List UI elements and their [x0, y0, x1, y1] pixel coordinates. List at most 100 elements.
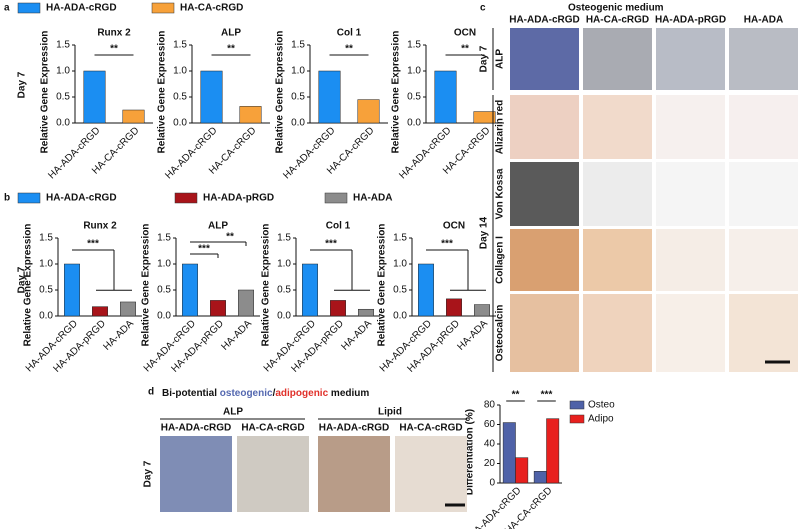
- significance-label: ***: [441, 239, 453, 250]
- stain-label: ALP: [495, 49, 506, 69]
- panel-title: Osteogenic medium: [568, 3, 664, 14]
- legend-label: HA-ADA-pRGD: [203, 193, 274, 204]
- column-header: HA-ADA-cRGD: [509, 15, 580, 26]
- bar: [122, 109, 145, 124]
- y-tick-label: 0.5: [407, 92, 421, 103]
- legend-swatch: [324, 192, 348, 204]
- column-header: HA-CA-cRGD: [241, 423, 304, 434]
- y-axis-label: Differentiation (%): [465, 409, 476, 495]
- column-header: HA-CA-cRGD: [586, 15, 649, 26]
- bar: [182, 263, 198, 317]
- y-tick-label: 40: [484, 439, 496, 450]
- y-tick-label: 0.5: [39, 285, 53, 296]
- legend-label: HA-ADA-cRGD: [46, 193, 117, 204]
- micrograph: [510, 162, 579, 226]
- significance-label: **: [227, 44, 235, 55]
- significance-label: **: [226, 232, 234, 243]
- legend-swatch: [569, 400, 585, 410]
- x-tick-label: HA-ADA: [101, 318, 136, 353]
- y-axis-label: Relative Gene Expression: [40, 31, 51, 154]
- row-label: Day 7: [17, 71, 28, 98]
- panel-letter: d: [148, 387, 154, 398]
- y-tick-label: 0.0: [277, 311, 291, 322]
- panel-letter: b: [4, 193, 10, 204]
- y-tick-label: 20: [484, 458, 496, 469]
- bar: [418, 263, 434, 317]
- bar: [474, 304, 490, 317]
- x-tick-label: HA-ADA-pRGD: [51, 318, 108, 375]
- micrograph: [237, 436, 309, 512]
- y-tick-label: 0.0: [56, 118, 70, 129]
- bar: [120, 301, 136, 317]
- micrograph: [395, 436, 467, 512]
- bar: [473, 111, 496, 124]
- title-part: Bi-potential: [162, 388, 220, 399]
- bar: [302, 263, 318, 317]
- title-part: medium: [328, 388, 369, 399]
- y-tick-label: 0.5: [157, 285, 171, 296]
- panel-letter: c: [480, 3, 486, 14]
- chart-title: Col 1: [326, 221, 351, 232]
- chart-title: OCN: [454, 28, 476, 39]
- micrograph: [160, 436, 232, 512]
- y-axis-label: Relative Gene Expression: [23, 224, 34, 347]
- row-label: Day 7: [479, 45, 490, 72]
- micrograph: [583, 229, 652, 291]
- y-tick-label: 0.0: [173, 118, 187, 129]
- significance-label: ***: [325, 239, 337, 250]
- bar: [358, 308, 374, 317]
- y-tick-label: 1.5: [407, 40, 421, 51]
- y-tick-label: 1.0: [291, 66, 305, 77]
- legend-label: Osteo: [588, 400, 615, 411]
- significance-label: ***: [541, 390, 553, 401]
- chart-title: Runx 2: [97, 28, 131, 39]
- micrograph: [656, 294, 725, 372]
- micrograph: [510, 95, 579, 159]
- micrograph: [510, 294, 579, 372]
- row-label: Day 7: [17, 266, 28, 293]
- y-axis-label: Relative Gene Expression: [377, 224, 388, 347]
- column-header: HA-ADA-cRGD: [161, 423, 232, 434]
- bar: [200, 70, 223, 124]
- y-tick-label: 1.5: [39, 233, 53, 244]
- chart-title: OCN: [443, 221, 465, 232]
- bar: [83, 70, 106, 124]
- micrograph: [583, 162, 652, 226]
- y-tick-label: 1.0: [173, 66, 187, 77]
- bar: [330, 300, 346, 317]
- bar: [318, 70, 341, 124]
- y-axis-label: Relative Gene Expression: [141, 224, 152, 347]
- bar: [533, 471, 547, 484]
- chart-title: ALP: [208, 221, 228, 232]
- micrograph: [656, 229, 725, 291]
- title-part: /: [273, 388, 276, 399]
- x-tick-label: HA-ADA-pRGD: [169, 318, 226, 375]
- significance-label: **: [512, 390, 520, 401]
- column-header: HA-ADA-cRGD: [319, 423, 390, 434]
- micrograph: [318, 436, 390, 512]
- legend-swatch: [569, 414, 585, 424]
- y-tick-label: 60: [484, 419, 496, 430]
- bar: [446, 298, 462, 317]
- y-tick-label: 1.5: [173, 40, 187, 51]
- panel-letter: a: [4, 3, 10, 14]
- micrograph: [583, 294, 652, 372]
- legend-swatch: [17, 2, 41, 14]
- micrograph: [729, 95, 798, 159]
- y-tick-label: 1.0: [56, 66, 70, 77]
- micrograph: [583, 95, 652, 159]
- y-tick-label: 0.5: [56, 92, 70, 103]
- bar: [515, 457, 529, 484]
- column-header: HA-ADA: [744, 15, 783, 26]
- bar: [502, 422, 516, 484]
- y-tick-label: 1.5: [291, 40, 305, 51]
- micrograph: [729, 28, 798, 90]
- legend-label: Adipo: [588, 414, 614, 425]
- y-tick-label: 0.0: [291, 118, 305, 129]
- y-tick-label: 0: [489, 478, 495, 489]
- bar: [357, 99, 380, 124]
- legend-swatch: [151, 2, 175, 14]
- stain-label: Collagen I: [495, 236, 506, 284]
- y-tick-label: 80: [484, 400, 496, 411]
